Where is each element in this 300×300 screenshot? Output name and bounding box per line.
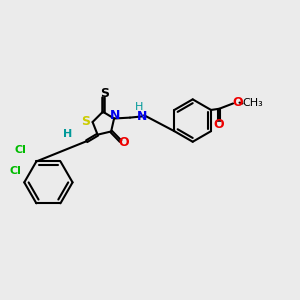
Text: S: S [82,115,91,128]
Text: CH₃: CH₃ [243,98,263,109]
Text: O: O [213,118,224,131]
Text: H: H [135,102,143,112]
Text: H: H [63,128,72,139]
Text: N: N [110,109,121,122]
Text: Cl: Cl [14,145,26,155]
Text: N: N [136,110,147,123]
Text: Cl: Cl [9,167,21,176]
Text: O: O [232,95,243,109]
Text: O: O [119,136,129,149]
Text: S: S [100,87,109,100]
